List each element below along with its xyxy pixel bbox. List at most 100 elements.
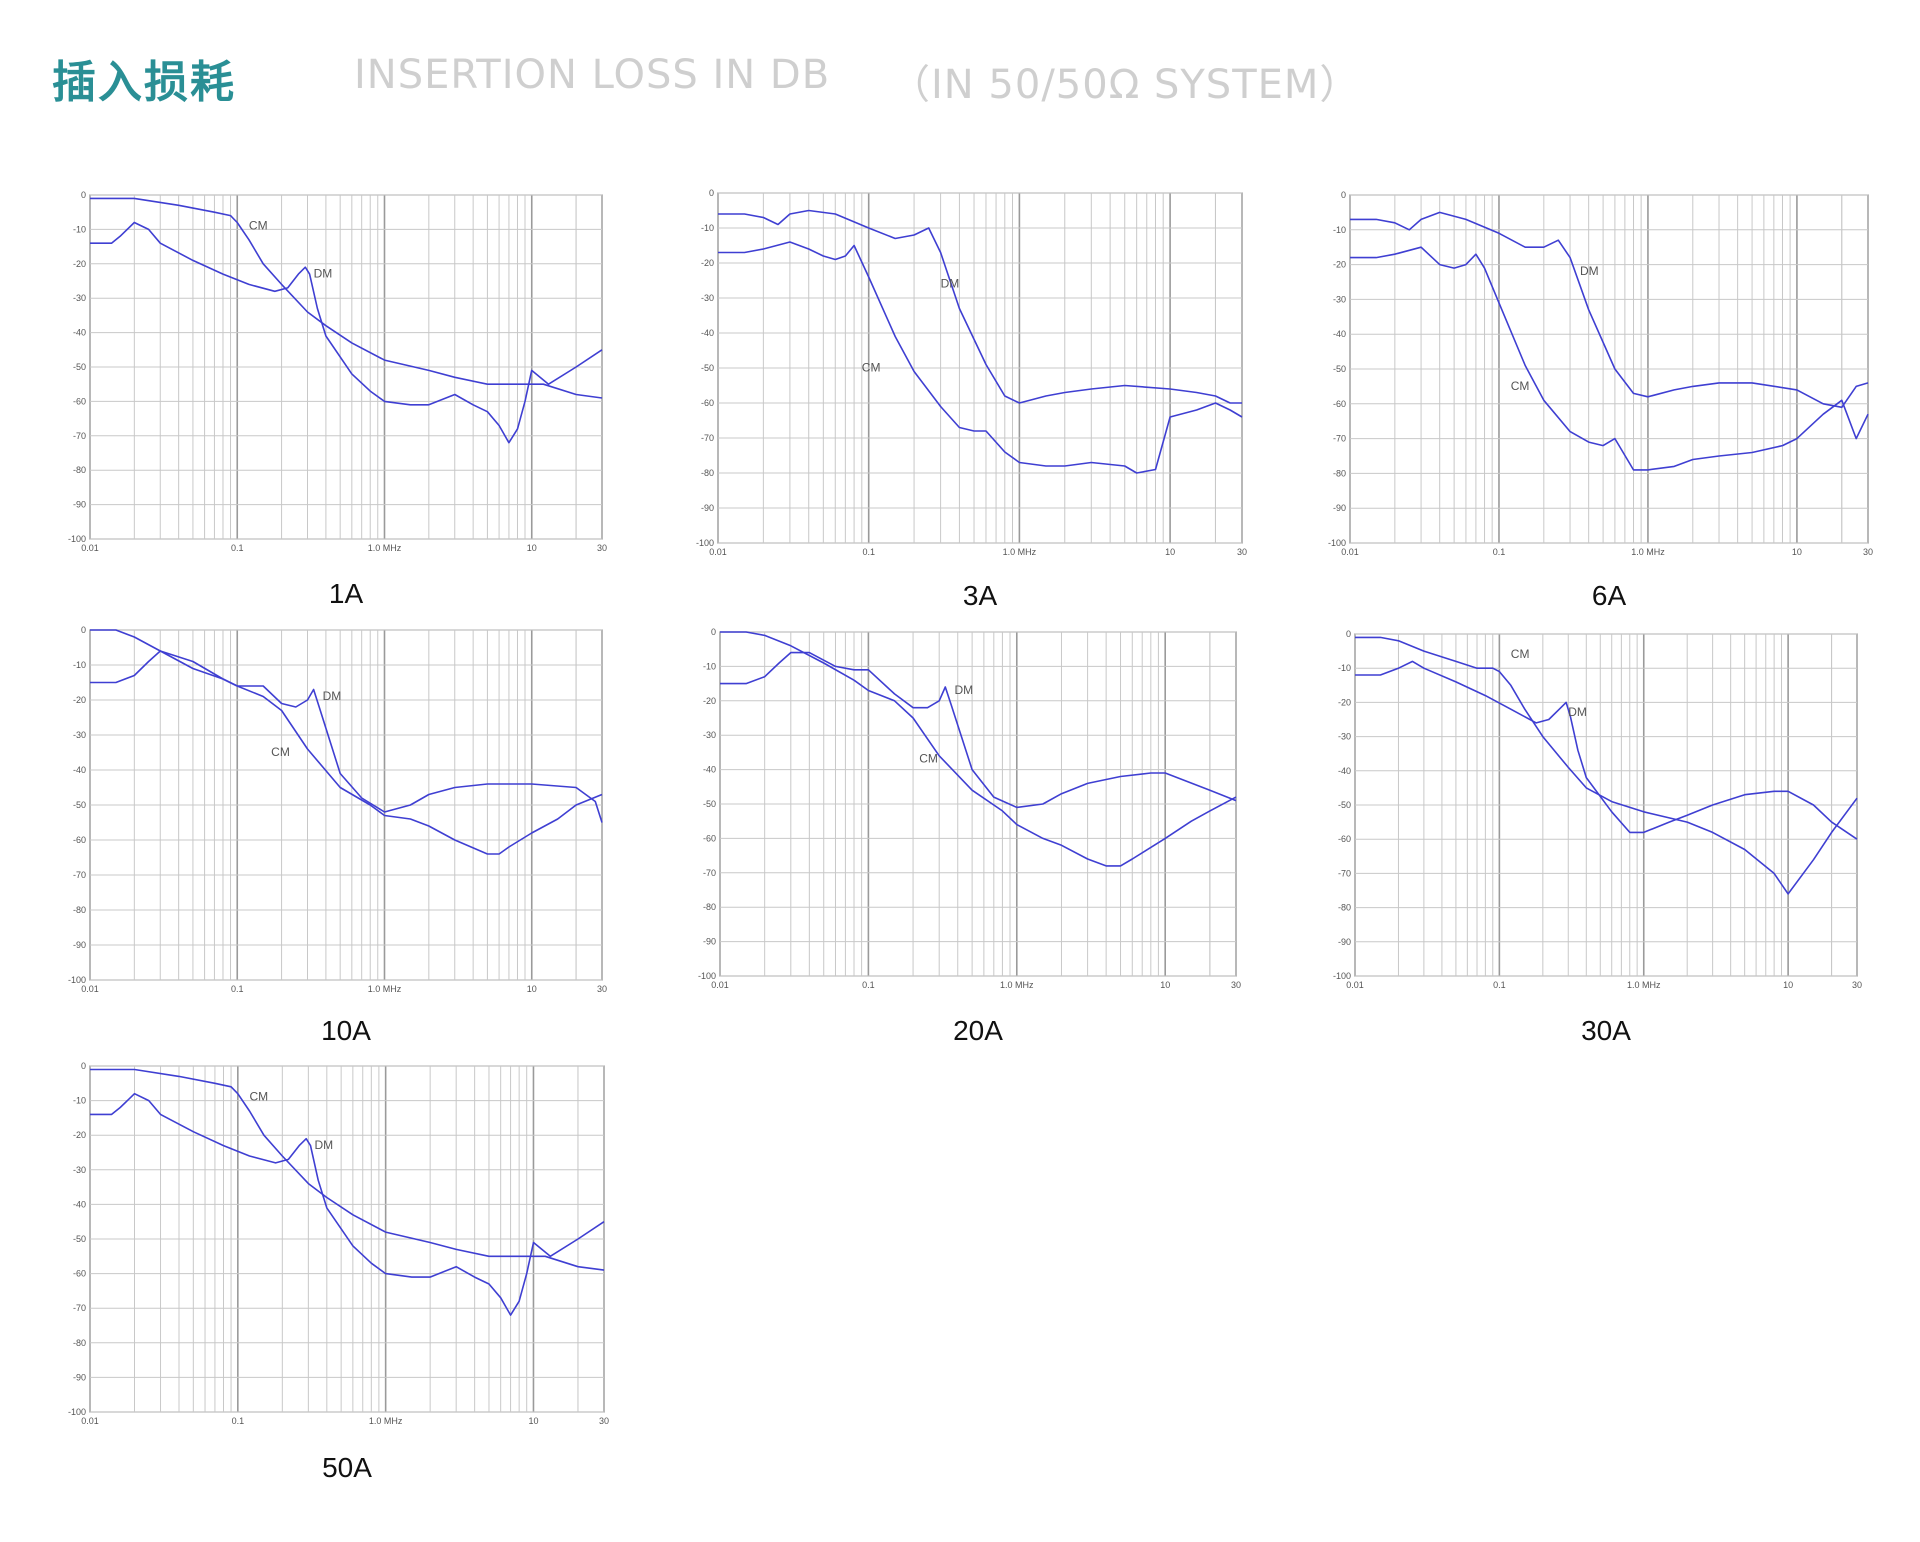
y-tick-label: -70 <box>1333 434 1346 444</box>
series-line-cm <box>1355 636 1858 895</box>
page-title-cn: 插入损耗 <box>52 57 236 108</box>
y-tick-label: -100 <box>696 538 714 548</box>
y-tick-label: -40 <box>1333 329 1346 339</box>
y-tick-label: -80 <box>73 905 86 915</box>
y-tick-label: -30 <box>73 1165 86 1175</box>
chart-caption: 20A <box>953 1015 1003 1046</box>
series-line-dm <box>1350 211 1869 409</box>
series-line-cm <box>90 1068 605 1271</box>
y-tick-label: -10 <box>73 660 86 670</box>
chart-caption: 30A <box>1581 1015 1631 1046</box>
chart-panel: 0 -10 -20 -30 -40 -50 -60 -70 -80 -90 -100 0.01 0.1 1… <box>68 1061 609 1426</box>
y-tick-label: -60 <box>73 835 86 845</box>
y-tick-label: -80 <box>1333 468 1346 478</box>
y-tick-label: -90 <box>703 937 716 947</box>
y-tick-label: -10 <box>701 223 714 233</box>
y-tick-label: -50 <box>1333 364 1346 374</box>
x-tick-label: 1.0 MHz <box>1627 980 1661 990</box>
x-tick-label: 10 <box>1783 980 1793 990</box>
chart-panel: 0 -10 -20 -30 -40 -50 -60 -70 -80 -90 -100 0.01 0.1 1… <box>696 188 1247 557</box>
chart-panel: 0 -10 -20 -30 -40 -50 -60 -70 -80 -90 -100 0.01 0.1 1… <box>698 627 1241 990</box>
y-tick-label: -60 <box>1333 399 1346 409</box>
y-tick-label: -20 <box>1333 260 1346 270</box>
x-tick-label: 30 <box>597 984 607 994</box>
x-tick-label: 0.1 <box>1493 980 1506 990</box>
y-tick-label: -100 <box>68 534 86 544</box>
y-tick-label: -30 <box>73 293 86 303</box>
y-tick-label: -20 <box>701 258 714 268</box>
y-tick-label: -70 <box>73 870 86 880</box>
series-label-cm: CM <box>1511 647 1530 661</box>
series-line-dm <box>90 650 603 823</box>
y-tick-label: -90 <box>73 1372 86 1382</box>
chart-panel: 0 -10 -20 -30 -40 -50 -60 -70 -80 -90 -100 0.01 0.1 1… <box>68 625 607 994</box>
y-tick-label: -30 <box>1338 732 1351 742</box>
y-tick-label: -50 <box>1338 800 1351 810</box>
x-tick-label: 30 <box>1237 547 1247 557</box>
y-tick-label: -50 <box>73 800 86 810</box>
y-tick-label: 0 <box>711 627 716 637</box>
y-tick-label: -100 <box>68 975 86 985</box>
y-tick-label: -60 <box>701 398 714 408</box>
x-tick-label: 0.01 <box>709 547 727 557</box>
x-tick-label: 30 <box>1231 980 1241 990</box>
x-tick-label: 10 <box>1160 980 1170 990</box>
y-tick-label: -60 <box>1338 834 1351 844</box>
chart-caption: 6A <box>1591 580 1627 611</box>
y-tick-label: -30 <box>1333 294 1346 304</box>
x-tick-label: 0.01 <box>1341 547 1359 557</box>
x-tick-label: 0.01 <box>81 984 99 994</box>
x-tick-label: 0.1 <box>231 543 244 553</box>
x-tick-label: 0.1 <box>862 980 875 990</box>
x-tick-label: 10 <box>527 984 537 994</box>
chart-panel: 0 -10 -20 -30 -40 -50 -60 -70 -80 -90 -100 0.01 0.1 1… <box>1328 190 1873 557</box>
x-tick-label: 1.0 MHz <box>368 984 402 994</box>
x-tick-label: 30 <box>597 543 607 553</box>
x-tick-label: 1.0 MHz <box>369 1416 403 1426</box>
series-label-dm: DM <box>1568 705 1587 719</box>
y-tick-label: -40 <box>701 328 714 338</box>
x-tick-label: 0.1 <box>231 984 244 994</box>
y-tick-label: -90 <box>1338 937 1351 947</box>
y-tick-label: -60 <box>703 833 716 843</box>
x-tick-label: 0.01 <box>81 543 99 553</box>
y-tick-label: -20 <box>73 1130 86 1140</box>
y-tick-label: -40 <box>73 328 86 338</box>
y-tick-label: -50 <box>73 1234 86 1244</box>
series-label-dm: DM <box>1580 264 1599 278</box>
y-tick-label: -20 <box>1338 697 1351 707</box>
y-tick-label: -30 <box>701 293 714 303</box>
series-label-cm: CM <box>250 1090 269 1104</box>
y-tick-label: 0 <box>1346 629 1351 639</box>
x-tick-label: 1.0 MHz <box>1000 980 1034 990</box>
series-label-cm: CM <box>919 752 938 766</box>
y-tick-label: 0 <box>81 190 86 200</box>
x-tick-label: 10 <box>1165 547 1175 557</box>
series-line-dm <box>718 209 1242 404</box>
y-tick-label: 0 <box>81 1061 86 1071</box>
series-label-cm: CM <box>1511 379 1530 393</box>
y-tick-label: -70 <box>73 431 86 441</box>
y-tick-label: -30 <box>73 730 86 740</box>
y-tick-label: -80 <box>703 902 716 912</box>
y-tick-label: -10 <box>703 661 716 671</box>
y-tick-label: 0 <box>1341 190 1346 200</box>
y-tick-label: -10 <box>1333 225 1346 235</box>
series-label-dm: DM <box>954 683 973 697</box>
y-tick-label: -100 <box>68 1407 86 1417</box>
y-tick-label: -80 <box>701 468 714 478</box>
series-line-cm <box>90 629 603 855</box>
x-tick-label: 10 <box>1792 547 1802 557</box>
y-tick-label: -100 <box>1333 971 1351 981</box>
x-tick-label: 0.1 <box>232 1416 245 1426</box>
y-tick-label: -70 <box>1338 868 1351 878</box>
y-tick-label: -100 <box>698 971 716 981</box>
series-label-dm: DM <box>941 277 960 291</box>
y-tick-label: -40 <box>703 765 716 775</box>
chart-caption: 10A <box>321 1015 371 1046</box>
y-tick-label: -20 <box>703 696 716 706</box>
